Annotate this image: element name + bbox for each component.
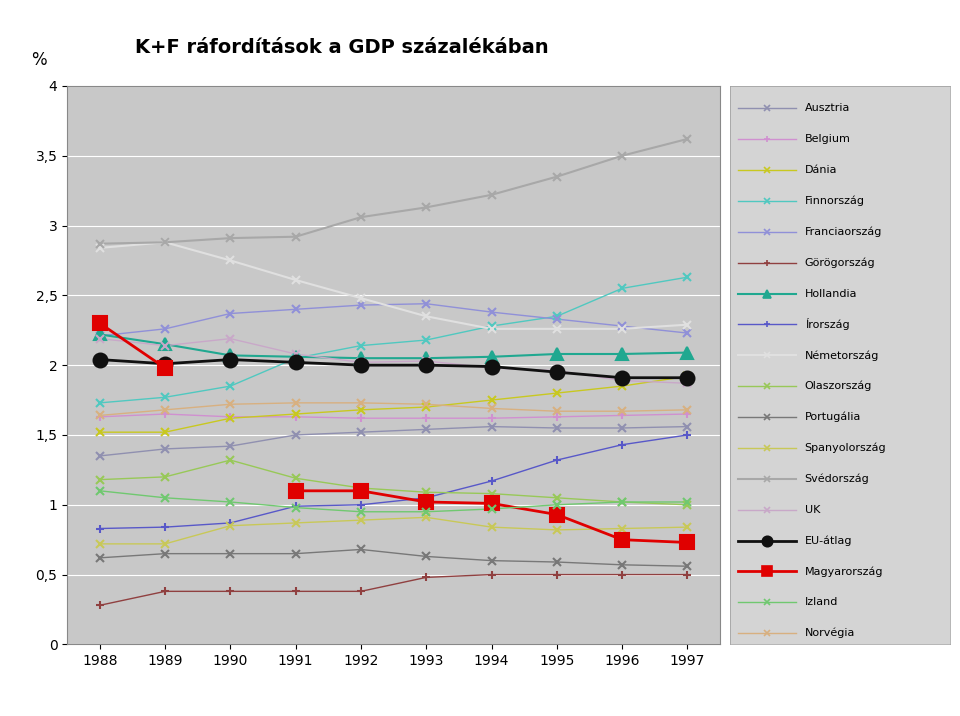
Text: Ausztria: Ausztria <box>804 103 850 113</box>
Text: Spanyolország: Spanyolország <box>804 442 886 453</box>
Text: Finnország: Finnország <box>804 195 865 206</box>
Text: EU-átlag: EU-átlag <box>804 536 852 546</box>
Text: Magyarország: Magyarország <box>804 566 883 576</box>
Text: Olaszország: Olaszország <box>804 381 872 392</box>
Text: Franciaország: Franciaország <box>804 226 882 237</box>
Text: Portugália: Portugália <box>804 412 861 422</box>
Text: Németország: Németország <box>804 350 879 361</box>
Text: UK: UK <box>804 505 820 515</box>
Text: Dánia: Dánia <box>804 165 837 175</box>
Text: K+F ráfordítások a GDP százalékában: K+F ráfordítások a GDP százalékában <box>134 38 548 57</box>
Text: Görögország: Görögország <box>804 258 876 268</box>
Text: %: % <box>32 51 47 69</box>
Text: Svédország: Svédország <box>804 473 870 484</box>
Text: Írország: Írország <box>804 319 850 330</box>
Text: Belgium: Belgium <box>804 134 851 144</box>
Text: Hollandia: Hollandia <box>804 289 857 299</box>
Text: Izland: Izland <box>804 597 838 607</box>
Text: Norvégia: Norvégia <box>804 628 855 639</box>
